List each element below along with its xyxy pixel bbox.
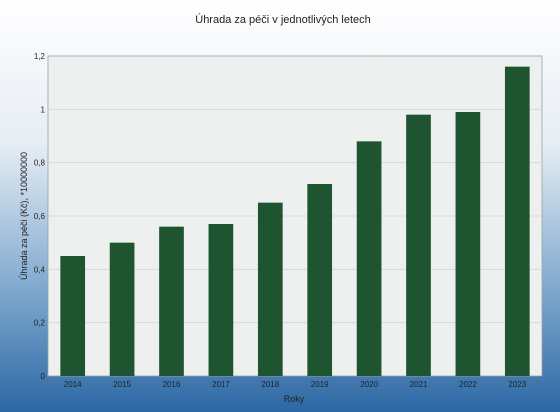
x-tick-label: 2015: [113, 380, 131, 389]
bar-2018: [257, 202, 283, 376]
x-tick-label: 2018: [261, 380, 279, 389]
chart-title: Úhrada za péči v jednotlivých letech: [195, 13, 370, 26]
y-tick-label: 1,2: [34, 52, 46, 61]
x-tick-label: 2021: [410, 380, 428, 389]
y-tick-label: 0,4: [34, 265, 46, 274]
bar-2015: [109, 242, 135, 376]
bar-2022: [455, 112, 481, 376]
bar-2023: [504, 66, 530, 377]
y-tick-label: 1: [41, 105, 46, 114]
x-tick-label: 2016: [163, 380, 181, 389]
y-tick-label: 0,6: [34, 212, 46, 221]
y-axis-label: Úhrada za péči (Kč), *10000000: [19, 152, 29, 280]
x-axis-label: Roky: [284, 394, 305, 404]
x-tick-label: 2019: [311, 380, 329, 389]
bar-2020: [356, 141, 382, 376]
bar-2014: [60, 256, 86, 376]
bar-2016: [159, 226, 184, 376]
bars: [60, 66, 530, 377]
x-axis-ticks: 2014 2015 2016 2017 2018 2019 2020 2021 2022 2023: [64, 380, 527, 389]
x-tick-label: 2017: [212, 380, 230, 389]
y-tick-label: 0,2: [34, 319, 46, 328]
x-tick-label: 2014: [64, 380, 82, 389]
x-tick-label: 2020: [360, 380, 378, 389]
x-tick-label: 2023: [508, 380, 526, 389]
bar-2017: [208, 224, 234, 376]
bar-2019: [307, 184, 333, 376]
y-tick-label: 0: [41, 372, 46, 381]
bar-2021: [406, 114, 431, 377]
x-tick-label: 2022: [459, 380, 477, 389]
y-axis-ticks: 0 0,2 0,4 0,6 0,8 1 1,2: [34, 52, 46, 381]
y-tick-label: 0,8: [34, 159, 46, 168]
